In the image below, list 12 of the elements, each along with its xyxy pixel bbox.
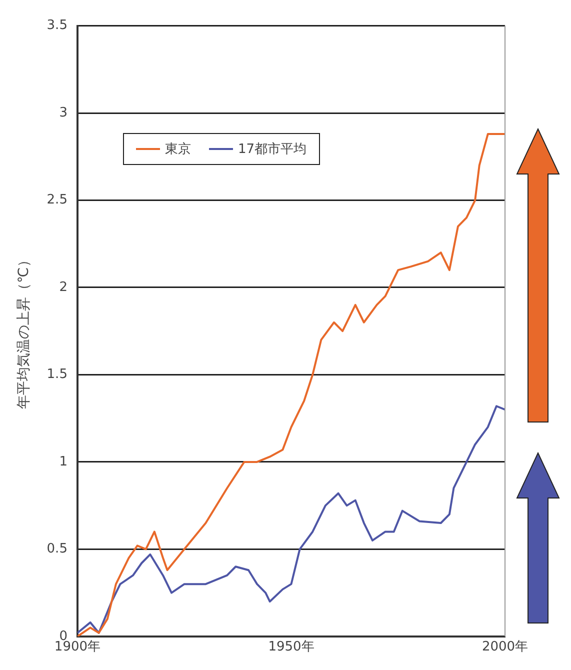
y-tick-label: 3 xyxy=(59,105,68,120)
x-tick-label: 1950年 xyxy=(268,640,314,655)
y-tick-label: 0.5 xyxy=(46,542,68,557)
y-tick-label: 1.5 xyxy=(46,367,68,382)
y-tick-label: 3.5 xyxy=(46,18,68,34)
y-tick-label: 1 xyxy=(59,454,68,470)
y-tick-label: 2 xyxy=(59,280,68,295)
y-tick-label: 2.5 xyxy=(46,192,68,208)
y-axis-title: 年平均気温の上昇（℃） xyxy=(16,253,32,409)
x-tick-label: 2000年 xyxy=(482,640,528,655)
legend-label: 17都市平均 xyxy=(238,141,307,158)
legend-label: 東京 xyxy=(165,141,191,158)
